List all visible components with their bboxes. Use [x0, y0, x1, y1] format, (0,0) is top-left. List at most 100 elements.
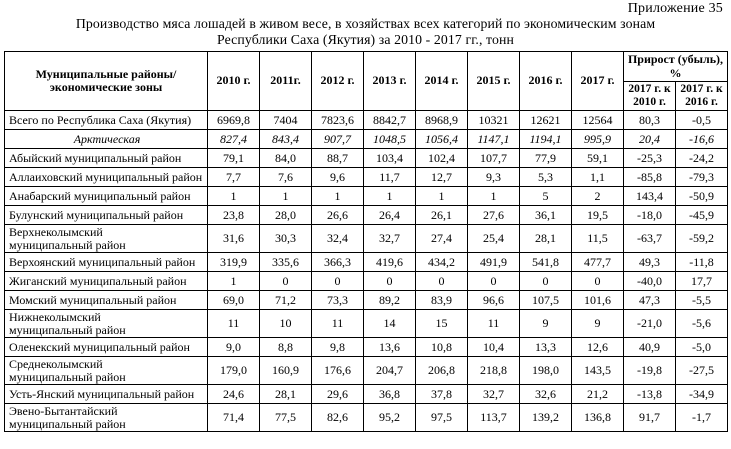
- year-value-cell: 9,6: [311, 167, 364, 187]
- year-value-cell: 995,9: [571, 129, 624, 149]
- year-value-cell: 96,6: [467, 290, 520, 310]
- table-row-district: Абыйский муниципальный район 79,1 84,0 88,7…: [4, 148, 729, 168]
- year-value-cell: 366,3: [311, 252, 364, 272]
- growth-value-cell: 20,4: [623, 129, 676, 149]
- year-value-cell: 26,4: [363, 205, 416, 225]
- year-value-cell: 11,5: [571, 224, 624, 253]
- year-value-cell: 5,3: [519, 167, 572, 187]
- table-row-district: Жиганский муниципальный район 1 0 0 0 0 0 0 0 -40…: [4, 271, 729, 291]
- growth-value-cell: 47,3: [623, 290, 676, 310]
- year-value-cell: 102,4: [415, 148, 468, 168]
- year-value-cell: 198,0: [519, 356, 572, 385]
- year-value-cell: 2: [571, 186, 624, 206]
- year-value-cell: 0: [259, 271, 312, 291]
- district-name-text: Жиганский муниципальный район: [9, 273, 187, 288]
- growth-value-cell: -79,3: [674, 167, 729, 187]
- year-value-cell: 113,7: [467, 403, 520, 432]
- document-title-line1: Производство мяса лошадей в живом весе, …: [75, 16, 656, 31]
- district-name-text: Булунский муниципальный район: [9, 207, 184, 222]
- year-value-cell: 160,9: [259, 356, 312, 385]
- district-name-text: Нижнеколымский муниципальный район: [9, 310, 126, 337]
- year-value-cell: 419,6: [363, 252, 416, 272]
- district-name-text: Среднеколымский муниципальный район: [9, 357, 126, 384]
- year-value-cell: 0: [467, 271, 520, 291]
- year-value-cell: 477,7: [571, 252, 624, 272]
- year-value-cell: 907,7: [311, 129, 364, 149]
- growth-value-cell: -0,5: [674, 110, 729, 130]
- district-name-cell: Булунский муниципальный район: [4, 205, 208, 225]
- year-value-cell: 27,6: [467, 205, 520, 225]
- year-value-cell: 30,3: [259, 224, 312, 253]
- year-value-cell: 7,7: [207, 167, 260, 187]
- year-value-cell: 13,6: [363, 337, 416, 357]
- table-row-district: Среднеколымский муниципальный район 179,0…: [4, 356, 729, 385]
- district-name-cell: Оленекский муниципальный район: [4, 337, 208, 357]
- district-name-text: Эвено-Бытантайский муниципальный район: [9, 404, 126, 431]
- table-row-district: Верхоянский муниципальный район 319,9 335,…: [4, 252, 729, 272]
- year-value-cell: 1194,1: [519, 129, 572, 149]
- year-value-cell: 14: [363, 309, 416, 338]
- year-value-cell: 32,4: [311, 224, 364, 253]
- district-name-text: Абыйский муниципальный район: [9, 150, 182, 165]
- year-value-cell: 73,3: [311, 290, 364, 310]
- growth-value-cell: -27,5: [674, 356, 729, 385]
- year-value-cell: 1: [467, 186, 520, 206]
- year-value-cell: 541,8: [519, 252, 572, 272]
- column-header-year-2011: 2011г.: [259, 51, 312, 111]
- growth-value-cell: 91,7: [623, 403, 676, 432]
- year-value-cell: 84,0: [259, 148, 312, 168]
- year-value-cell: 1,1: [571, 167, 624, 187]
- table-row-district: Булунский муниципальный район 23,8 28,0 26,…: [4, 205, 729, 225]
- year-value-cell: 335,6: [259, 252, 312, 272]
- growth-value-cell: -21,0: [623, 309, 676, 338]
- district-name-cell: Арктическая: [4, 129, 208, 149]
- district-name-cell: Нижнеколымский муниципальный район: [4, 309, 208, 338]
- year-value-cell: 89,2: [363, 290, 416, 310]
- growth-value-cell: 40,9: [623, 337, 676, 357]
- year-value-cell: 1: [207, 186, 260, 206]
- year-value-cell: 1: [363, 186, 416, 206]
- table-row-district: Эвено-Бытантайский муниципальный район 71…: [4, 403, 729, 432]
- growth-value-cell: -16,6: [674, 129, 729, 149]
- year-value-cell: 9,3: [467, 167, 520, 187]
- column-header-growth-2017-vs-2010: 2017 г. к 2010 г.: [623, 81, 676, 111]
- year-value-cell: 37,8: [415, 384, 468, 404]
- year-value-cell: 204,7: [363, 356, 416, 385]
- year-value-cell: 1: [311, 186, 364, 206]
- growth-value-cell: -19,8: [623, 356, 676, 385]
- district-name-cell: Верхоянский муниципальный район: [4, 252, 208, 272]
- year-value-cell: 843,4: [259, 129, 312, 149]
- district-name-cell: Абыйский муниципальный район: [4, 148, 208, 168]
- year-value-cell: 32,6: [519, 384, 572, 404]
- year-value-cell: 12,6: [571, 337, 624, 357]
- column-header-districts: Муниципальные районы/ экономические зоны: [4, 51, 208, 111]
- year-value-cell: 11,7: [363, 167, 416, 187]
- district-name-text: Верхнеколымский муниципальный район: [9, 225, 126, 252]
- table-row-district: Верхнеколымский муниципальный район 31,6 3…: [4, 224, 729, 253]
- year-value-cell: 82,6: [311, 403, 364, 432]
- district-name-text: Арктическая: [73, 131, 141, 146]
- year-value-cell: 1: [415, 186, 468, 206]
- year-value-cell: 319,9: [207, 252, 260, 272]
- district-name-cell: Аллаиховский муниципальный район: [4, 167, 208, 187]
- year-value-cell: 12564: [571, 110, 624, 130]
- year-value-cell: 491,9: [467, 252, 520, 272]
- table-row-district: Аллаиховский муниципальный район 7,7 7,6 9,…: [4, 167, 729, 187]
- year-value-cell: 9,8: [311, 337, 364, 357]
- table-row-district: Момский муниципальный район 69,0 71,2 73,3 8…: [4, 290, 729, 310]
- table-row-district: Оленекский муниципальный район 9,0 8,8 9,8 1…: [4, 337, 729, 357]
- year-value-cell: 0: [363, 271, 416, 291]
- district-name-text: Верхоянский муниципальный район: [9, 254, 196, 269]
- year-value-cell: 6969,8: [207, 110, 260, 130]
- column-header-districts-line1: Муниципальные районы/: [35, 66, 177, 81]
- year-value-cell: 8,8: [259, 337, 312, 357]
- district-name-text: Всего по Республика Саха (Якутия): [9, 112, 192, 127]
- appendix-label: Приложение 35: [627, 1, 723, 16]
- year-value-cell: 827,4: [207, 129, 260, 149]
- year-value-cell: 69,0: [207, 290, 260, 310]
- growth-value-cell: -40,0: [623, 271, 676, 291]
- year-value-cell: 7404: [259, 110, 312, 130]
- growth-value-cell: -18,0: [623, 205, 676, 225]
- growth-value-cell: 80,3: [623, 110, 676, 130]
